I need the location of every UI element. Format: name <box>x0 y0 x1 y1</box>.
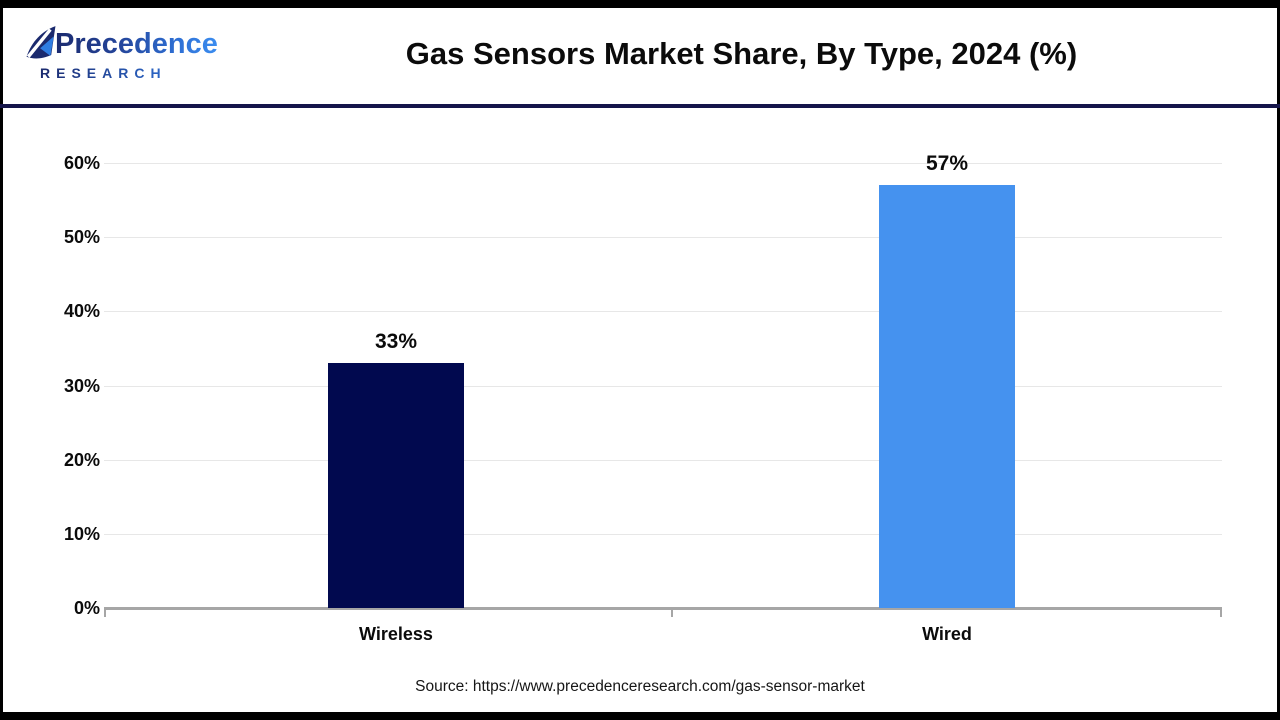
frame-border-right <box>1277 0 1280 720</box>
frame-border-bottom <box>0 712 1280 720</box>
logo-wordmark: Precedence <box>55 24 218 64</box>
bar-value-label-wired: 57% <box>925 152 969 175</box>
source-caption: Source: https://www.precedenceresearch.c… <box>415 678 865 695</box>
frame-border-top <box>0 0 1280 8</box>
gridline <box>104 237 1222 238</box>
y-axis-tick-label: 50% <box>63 227 100 247</box>
gridline <box>104 386 1222 387</box>
logo-sail-icon <box>26 26 56 59</box>
bar-value-label-wireless: 33% <box>374 330 418 353</box>
header-divider <box>0 104 1280 108</box>
x-category-label-wireless: Wireless <box>359 624 433 644</box>
y-axis-tick-label: 40% <box>63 301 100 321</box>
y-axis-tick-label: 10% <box>63 524 100 544</box>
y-axis-tick-label: 0% <box>73 598 100 618</box>
gridline <box>104 534 1222 535</box>
gridline <box>104 311 1222 312</box>
y-axis-tick-label: 20% <box>63 450 100 470</box>
bar-wired <box>879 185 1015 608</box>
x-category-label-wired: Wired <box>922 624 972 644</box>
x-axis-line <box>104 607 1222 610</box>
x-axis-tick <box>671 610 673 617</box>
logo-subtitle: RESEARCH <box>40 65 218 81</box>
precedence-research-logo: Precedence RESEARCH <box>24 24 218 81</box>
gridline <box>104 460 1222 461</box>
x-axis-tick <box>104 610 106 617</box>
x-axis-tick <box>1220 610 1222 617</box>
chart-title: Gas Sensors Market Share, By Type, 2024 … <box>405 36 1078 71</box>
bar-wireless <box>328 363 464 608</box>
y-axis-tick-label: 60% <box>63 153 100 173</box>
y-axis-tick-label: 30% <box>63 376 100 396</box>
frame-border-left <box>0 0 3 720</box>
gridline <box>104 163 1222 164</box>
